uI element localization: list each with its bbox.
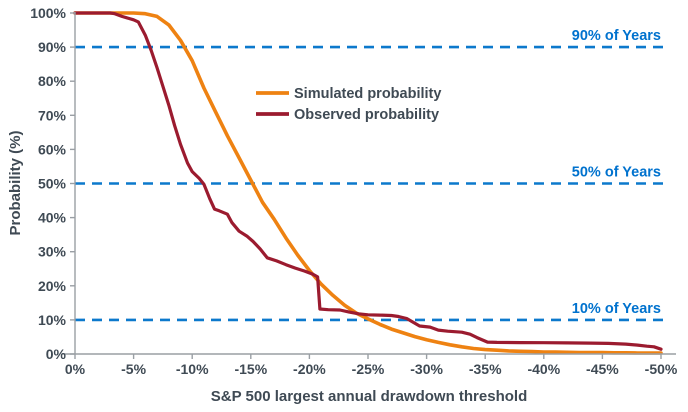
x-tick-label--25%: -25% — [352, 361, 385, 377]
x-tick-label--50%: -50% — [645, 361, 678, 377]
x-tick-label--45%: -45% — [586, 361, 619, 377]
legend-label-simulated: Simulated probability — [294, 86, 441, 102]
y-tick-label-40%: 40% — [38, 210, 67, 226]
x-tick-label-0%: 0% — [65, 361, 86, 377]
reference-line-label-10: 10% of Years — [572, 301, 661, 317]
x-tick-label--40%: -40% — [527, 361, 560, 377]
y-tick-label-80%: 80% — [38, 73, 67, 89]
reference-line-label-90: 90% of Years — [572, 28, 661, 44]
y-tick-label-70%: 70% — [38, 107, 67, 123]
y-axis-title: Probability (%) — [7, 130, 24, 235]
x-tick-label--10%: -10% — [176, 361, 209, 377]
y-tick-label-30%: 30% — [38, 244, 67, 260]
observed-probability-line — [73, 11, 663, 351]
x-tick-label--5%: -5% — [121, 361, 146, 377]
x-tick-label--35%: -35% — [469, 361, 502, 377]
simulated-probability-line — [73, 11, 663, 355]
y-tick-label-0%: 0% — [46, 346, 67, 362]
y-tick-label-60%: 60% — [38, 141, 67, 157]
reference-line-label-50: 50% of Years — [572, 165, 661, 181]
x-tick-label--15%: -15% — [234, 361, 267, 377]
y-tick-label-90%: 90% — [38, 39, 67, 55]
x-axis-title: S&P 500 largest annual drawdown threshol… — [211, 388, 527, 405]
y-tick-label-10%: 10% — [38, 312, 67, 328]
y-tick-label-100%: 100% — [30, 5, 66, 21]
y-tick-label-20%: 20% — [38, 278, 67, 294]
y-tick-label-50%: 50% — [38, 176, 67, 192]
legend-label-observed: Observed probability — [294, 107, 439, 123]
x-tick-label--30%: -30% — [410, 361, 443, 377]
x-tick-label--20%: -20% — [293, 361, 326, 377]
